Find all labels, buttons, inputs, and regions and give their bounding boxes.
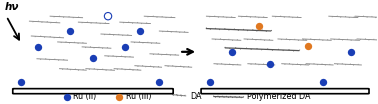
Point [105,15,111,17]
Point [137,30,143,32]
Point [305,45,311,47]
FancyBboxPatch shape [13,89,173,94]
Point [19,81,25,82]
Text: hν: hν [5,2,19,12]
Point [35,46,41,48]
Point [64,96,70,97]
FancyBboxPatch shape [201,89,369,94]
Point [229,51,235,53]
Point [90,57,96,59]
Point [122,46,128,48]
Text: DA: DA [190,92,201,101]
Text: Ru (II): Ru (II) [73,92,97,101]
Point [256,25,262,27]
Point [348,51,354,53]
Text: Ru (III): Ru (III) [126,92,152,101]
Point [320,81,326,82]
Point [207,81,213,82]
Point [116,96,122,97]
Point [67,30,73,32]
Point [156,81,162,82]
Point [267,63,273,64]
Text: Polymerized DA: Polymerized DA [246,92,310,101]
